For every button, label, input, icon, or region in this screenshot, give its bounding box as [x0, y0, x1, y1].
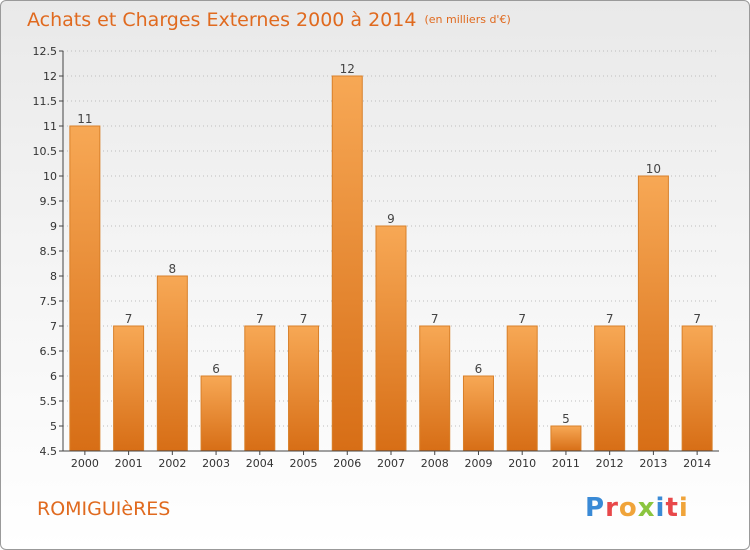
logo-letter: P — [585, 493, 606, 523]
x-tick-label: 2002 — [158, 457, 186, 470]
x-tick-label: 2011 — [552, 457, 580, 470]
x-tick-label: 2000 — [71, 457, 99, 470]
bars — [69, 75, 713, 452]
y-tick-label: 11 — [43, 120, 57, 133]
commune-name: ROMIGUIèRES — [37, 498, 171, 520]
bar-2009 — [462, 375, 494, 452]
y-tick-label: 6.5 — [40, 345, 58, 358]
logo-letter: i — [678, 493, 689, 523]
x-tick-label: 2007 — [377, 457, 405, 470]
bar-2003 — [200, 375, 232, 452]
bar-value-label: 8 — [169, 262, 177, 276]
logo-letter: i — [655, 493, 666, 523]
bar-value-label: 6 — [212, 362, 220, 376]
bar-value-label: 7 — [431, 312, 439, 326]
bar-value-label: 5 — [562, 412, 570, 426]
bar-value-label: 6 — [475, 362, 483, 376]
y-tick-label: 12 — [43, 70, 57, 83]
bar-value-label: 7 — [606, 312, 614, 326]
bar-value-label: 9 — [387, 212, 395, 226]
y-tick-label: 4.5 — [40, 445, 58, 458]
logo-letter: o — [618, 493, 638, 523]
logo-letter: t — [665, 493, 679, 523]
bar-value-label: 12 — [340, 62, 355, 76]
bar-2000 — [69, 125, 101, 452]
x-tick-label: 2010 — [508, 457, 536, 470]
logo-letter: x — [637, 493, 656, 523]
x-tick-label: 2006 — [333, 457, 361, 470]
bar-value-label: 11 — [77, 112, 92, 126]
bar-2008 — [419, 325, 451, 452]
y-tick-label: 8.5 — [40, 245, 58, 258]
chart-title-text: Achats et Charges Externes 2000 à 2014 — [27, 9, 417, 31]
bar-2013 — [637, 175, 669, 452]
bar-2004 — [244, 325, 276, 452]
bar-2014 — [681, 325, 713, 452]
y-tick-label: 9.5 — [40, 195, 58, 208]
x-tick-label: 2005 — [290, 457, 318, 470]
bar-2007 — [375, 225, 407, 452]
y-tick-label: 6 — [50, 370, 57, 383]
y-tick-label: 12.5 — [33, 45, 58, 58]
bar-2002 — [156, 275, 188, 452]
data-labels: 11 7 8 6 7 7 12 9 7 6 7 5 7 10 7 — [77, 62, 701, 426]
bar-value-label: 7 — [693, 312, 701, 326]
y-tick-label: 10 — [43, 170, 57, 183]
chart-subtitle: (en milliers d'€) — [424, 13, 511, 26]
x-tick-label: 2012 — [596, 457, 624, 470]
x-tick-label: 2001 — [115, 457, 143, 470]
y-tick-label: 10.5 — [33, 145, 58, 158]
x-tick-label: 2004 — [246, 457, 274, 470]
x-tick-label: 2009 — [464, 457, 492, 470]
y-tick-label: 7 — [50, 320, 57, 333]
y-tick-label: 11.5 — [33, 95, 58, 108]
y-axis: 4.5 5 5.5 6 6.5 7 7.5 8 8.5 9 9.5 10 10.5 11 11.5 12 12.… — [33, 45, 63, 458]
y-tick-label: 8 — [50, 270, 57, 283]
bar-value-label: 7 — [125, 312, 133, 326]
logo-letter: r — [605, 493, 619, 523]
x-axis: 2000 2001 2002 2003 2004 2005 2006 2007 2008 2009… — [71, 451, 711, 470]
y-tick-label: 7.5 — [40, 295, 58, 308]
bar-value-label: 7 — [300, 312, 308, 326]
x-tick-label: 2013 — [639, 457, 667, 470]
bar-2012 — [594, 325, 626, 452]
bar-2006 — [331, 75, 363, 452]
x-tick-label: 2008 — [421, 457, 449, 470]
y-tick-label: 5.5 — [40, 395, 58, 408]
bar-2005 — [288, 325, 320, 452]
y-tick-label: 9 — [50, 220, 57, 233]
bar-2011 — [550, 425, 582, 452]
chart-title: Achats et Charges Externes 2000 à 2014 (e… — [27, 9, 511, 31]
x-tick-label: 2014 — [683, 457, 711, 470]
bar-value-label: 7 — [256, 312, 264, 326]
bar-2010 — [506, 325, 538, 452]
x-tick-label: 2003 — [202, 457, 230, 470]
bar-value-label: 7 — [518, 312, 526, 326]
y-tick-label: 5 — [50, 420, 57, 433]
bar-value-label: 10 — [646, 162, 661, 176]
proxiti-logo[interactable]: Proxiti — [585, 493, 689, 523]
bar-2001 — [113, 325, 145, 452]
